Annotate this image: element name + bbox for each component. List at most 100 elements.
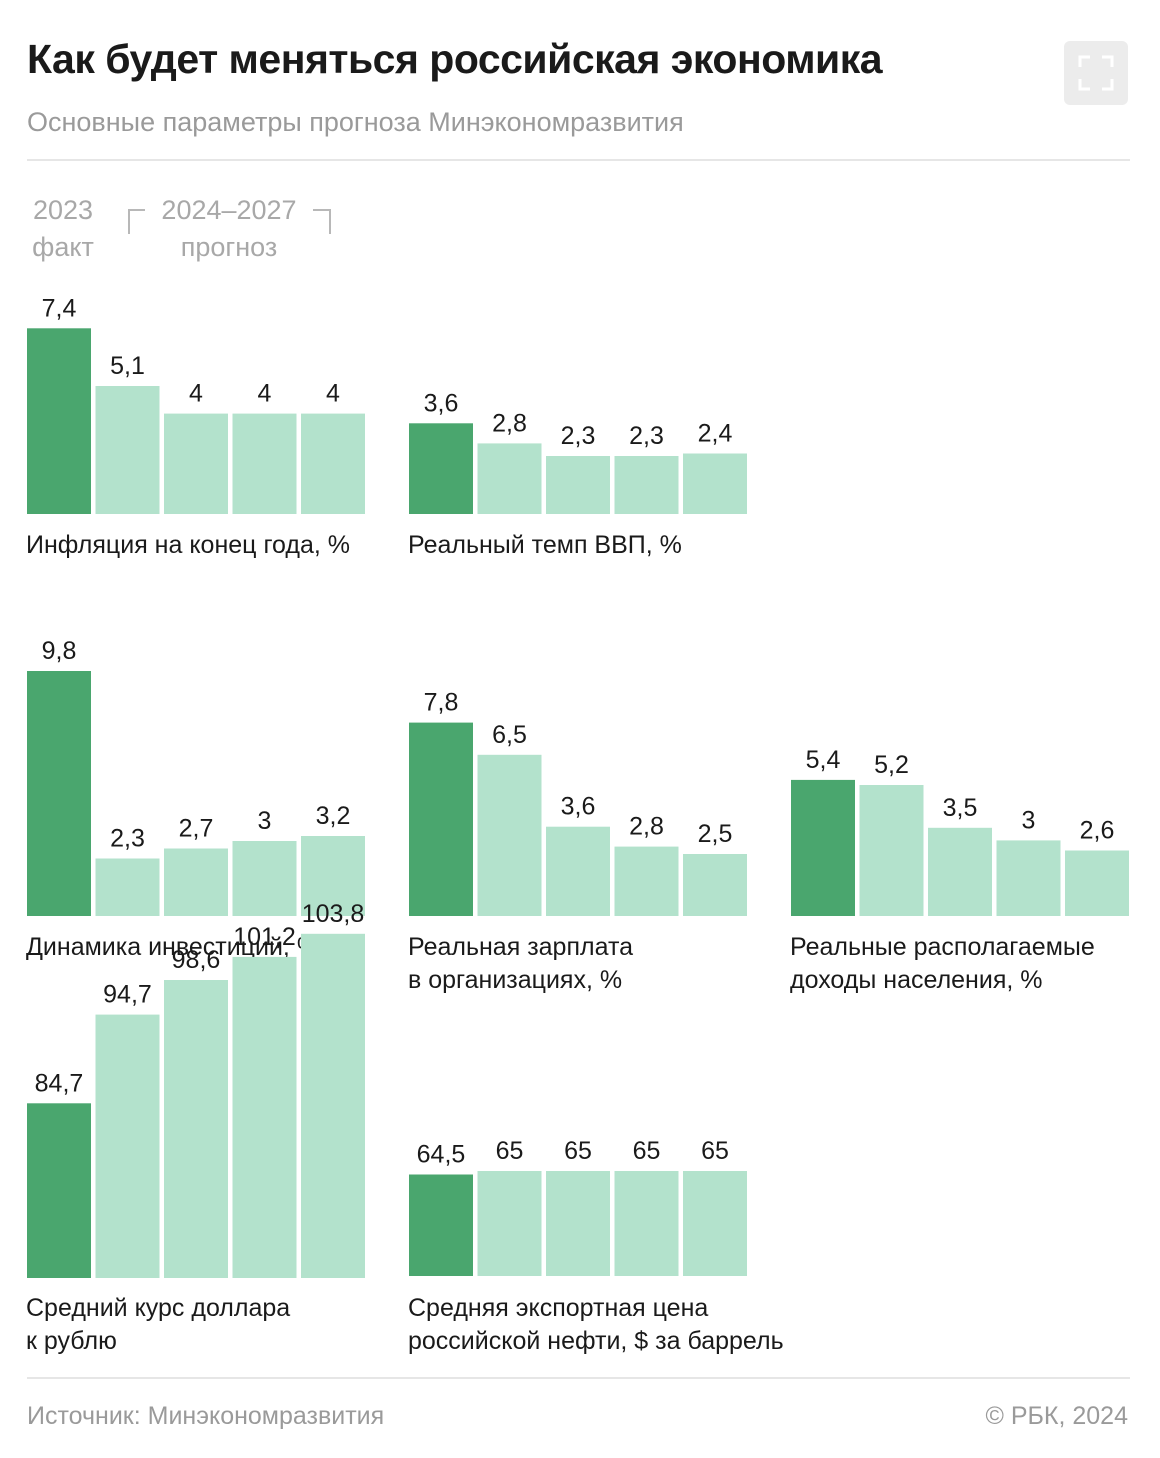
bar-value-label: 64,5 [417, 1141, 466, 1169]
bar-value-label: 7,8 [424, 689, 459, 717]
bar-2023 [27, 671, 91, 916]
chart-panel-1: 7,4 5,1 4 4 4 Инфляция на конец года, % [26, 294, 365, 559]
bar-value-label: 4 [189, 380, 203, 408]
chart-panel-2: 3,6 2,8 2,3 2,3 2,4 Реальный темп ВВП, % [408, 389, 747, 559]
bar-value-label: 2,4 [698, 420, 733, 448]
bar-2026 [614, 846, 679, 916]
bar-value-label: 2,8 [629, 813, 664, 841]
bar-2025 [164, 848, 228, 916]
bar-value-label: 2,6 [1080, 817, 1115, 845]
bar-value-label: 103,8 [302, 900, 365, 928]
chart-title: в организациях, % [408, 966, 622, 994]
bar-value-label: 2,3 [629, 422, 664, 450]
legend-fact-label: факт [32, 232, 94, 262]
bar-2027 [301, 933, 365, 1278]
legend-forecast-years: 2024–2027 [161, 195, 297, 225]
bar-value-label: 5,2 [874, 751, 909, 779]
bar-value-label: 101,2 [233, 923, 296, 951]
page-title: Как будет меняться российская экономика [27, 36, 883, 82]
bar-value-label: 2,8 [492, 409, 527, 437]
bar-2025 [164, 980, 228, 1278]
bar-value-label: 3,6 [424, 389, 459, 417]
bar-2025 [546, 456, 610, 514]
bar-value-label: 3,5 [943, 794, 978, 822]
bar-2027 [1065, 850, 1129, 916]
bar-2027 [683, 453, 747, 514]
chart-title: Реальные располагаемые [790, 933, 1095, 961]
chart-title: Динамика инвестиций, % [26, 933, 319, 961]
bar-value-label: 2,3 [110, 825, 145, 853]
bar-2023 [791, 779, 855, 916]
chart-title: Инфляция на конец года, % [26, 531, 350, 559]
chart-panel-3: 9,8 2,3 2,7 3 3,2 Динамика инвестиций, % [26, 637, 365, 961]
bar-2024 [477, 1171, 542, 1276]
fullscreen-icon [1078, 55, 1114, 91]
chart-title: Реальный темп ВВП, % [408, 531, 682, 559]
bar-2027 [683, 1171, 747, 1276]
bar-value-label: 65 [633, 1137, 661, 1165]
bar-2025 [546, 1171, 610, 1276]
bar-2026 [232, 956, 297, 1278]
header-divider [27, 159, 1130, 161]
chart-title: к рублю [26, 1327, 117, 1355]
footer-divider [27, 1377, 1130, 1379]
bar-value-label: 2,5 [698, 820, 733, 848]
chart-panel-4: 7,8 6,5 3,6 2,8 2,5 Реальная зарплата в органи… [408, 689, 747, 994]
chart-title: российской нефти, $ за баррель [408, 1327, 784, 1355]
bar-value-label: 7,4 [42, 294, 77, 322]
bar-2025 [928, 827, 992, 916]
bar-value-label: 3,6 [561, 793, 596, 821]
bar-value-label: 65 [564, 1137, 592, 1165]
chart-panel-5: 5,4 5,2 3,5 3 2,6 Реальные располагаемые доход… [790, 746, 1129, 994]
legend-fact-year: 2023 [32, 195, 94, 225]
bar-2026 [614, 1171, 679, 1276]
bar-2026 [232, 413, 297, 514]
bar-2023 [27, 1103, 91, 1278]
bar-2025 [164, 413, 228, 514]
bar-2024 [95, 386, 160, 514]
chart-panel-7: 64,5 65 65 65 65 Средняя экспортная цена росси… [408, 1137, 784, 1355]
chart-title: Средний курс доллара [26, 1294, 290, 1322]
bar-value-label: 3 [1022, 806, 1036, 834]
bar-2027 [301, 836, 365, 916]
source-note: Источник: Минэкономразвития [27, 1402, 385, 1430]
bar-2026 [996, 840, 1061, 916]
bar-value-label: 4 [258, 380, 272, 408]
bar-value-label: 94,7 [103, 981, 152, 1009]
bar-2024 [477, 443, 542, 514]
bar-2026 [232, 841, 297, 916]
bar-2023 [409, 722, 473, 916]
bar-2026 [614, 456, 679, 514]
chart-title: Реальная зарплата [408, 933, 633, 961]
bar-value-label: 98,6 [172, 946, 221, 974]
bar-value-label: 5,1 [110, 352, 145, 380]
bar-2027 [683, 854, 747, 916]
chart-title: доходы населения, % [790, 966, 1043, 994]
bar-value-label: 5,4 [806, 746, 841, 774]
bar-value-label: 2,3 [561, 422, 596, 450]
chart-title: Средняя экспортная цена [408, 1294, 708, 1322]
bar-2023 [27, 328, 91, 514]
page-subtitle: Основные параметры прогноза Минэкономраз… [27, 107, 684, 137]
bar-2025 [546, 826, 610, 916]
bar-value-label: 2,7 [179, 815, 214, 843]
bar-value-label: 65 [496, 1137, 524, 1165]
copyright: © РБК, 2024 [985, 1402, 1128, 1430]
bar-value-label: 9,8 [42, 637, 77, 665]
bar-2027 [301, 413, 365, 514]
bar-2024 [95, 858, 160, 916]
bar-value-label: 4 [326, 380, 340, 408]
bar-2023 [409, 1174, 473, 1276]
expand-button[interactable] [1064, 41, 1128, 105]
bar-2024 [95, 1014, 160, 1278]
bar-value-label: 84,7 [35, 1069, 84, 1097]
bar-2023 [409, 423, 473, 514]
legend-forecast-label: прогноз [180, 232, 278, 262]
bar-value-label: 65 [701, 1137, 729, 1165]
bar-value-label: 6,5 [492, 721, 527, 749]
bar-value-label: 3 [258, 807, 272, 835]
legend-forecast-bracket [128, 209, 331, 234]
bar-2024 [477, 754, 542, 916]
